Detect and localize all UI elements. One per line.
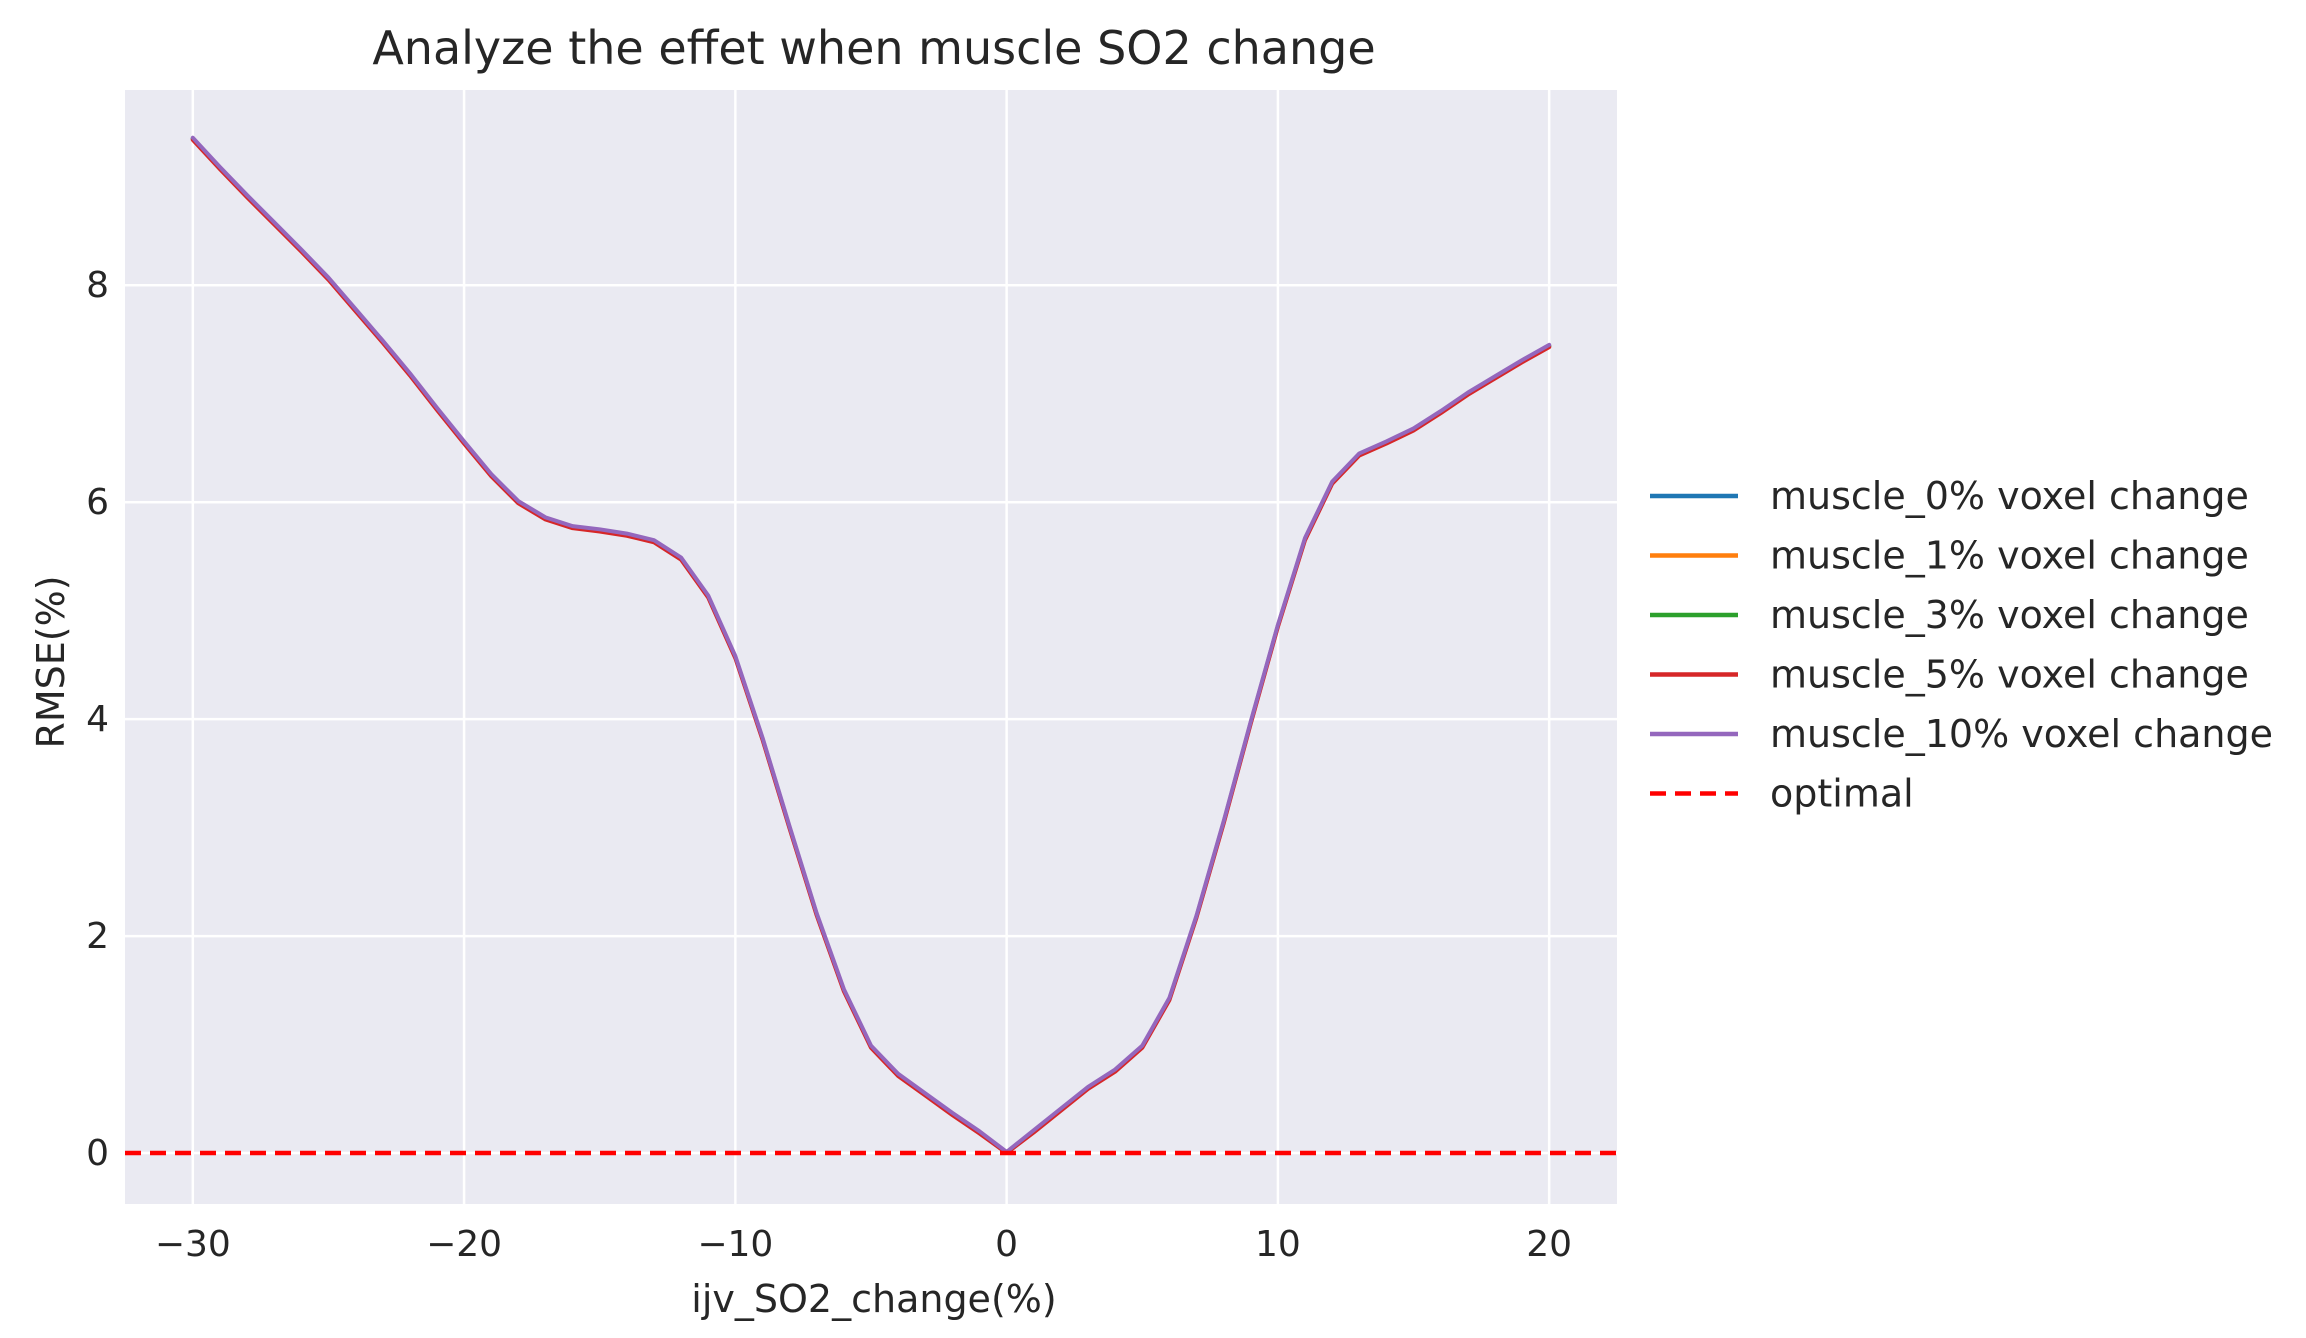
legend-label: muscle_10% voxel change xyxy=(1770,712,2273,756)
chart-title: Analyze the effet when muscle SO2 change xyxy=(372,21,1375,75)
data-series xyxy=(125,135,1617,1156)
legend-label: muscle_0% voxel change xyxy=(1770,474,2249,518)
series-line-4 xyxy=(190,135,1552,1154)
x-tick-label: 20 xyxy=(1526,1224,1572,1265)
y-tick-label: 8 xyxy=(86,265,109,306)
y-tick-label: 4 xyxy=(86,699,109,740)
plot-area xyxy=(125,90,1617,1204)
x-tick-label: −20 xyxy=(426,1224,502,1265)
x-tick-label: 0 xyxy=(995,1224,1018,1265)
x-tick-label: −10 xyxy=(697,1224,773,1265)
y-tick-label: 6 xyxy=(86,482,109,523)
legend: muscle_0% voxel change muscle_1% voxel ch… xyxy=(1650,474,2273,816)
legend-label: muscle_1% voxel change xyxy=(1770,534,2249,578)
y-tick-label: 2 xyxy=(86,916,109,957)
x-axis-label: ijv_SO2_change(%) xyxy=(691,1277,1056,1321)
legend-label: muscle_5% voxel change xyxy=(1770,653,2249,697)
x-tick-label: 10 xyxy=(1255,1224,1301,1265)
y-axis-label: RMSE(%) xyxy=(29,575,73,748)
legend-label: optimal xyxy=(1770,772,1914,816)
y-tick-label: 0 xyxy=(86,1133,109,1174)
tick-labels: −30 −20 −10 0 10 20 0 2 4 6 8 xyxy=(86,265,1572,1265)
legend-label: muscle_3% voxel change xyxy=(1770,593,2249,637)
grid-lines xyxy=(125,90,1617,1204)
x-tick-label: −30 xyxy=(155,1224,231,1265)
